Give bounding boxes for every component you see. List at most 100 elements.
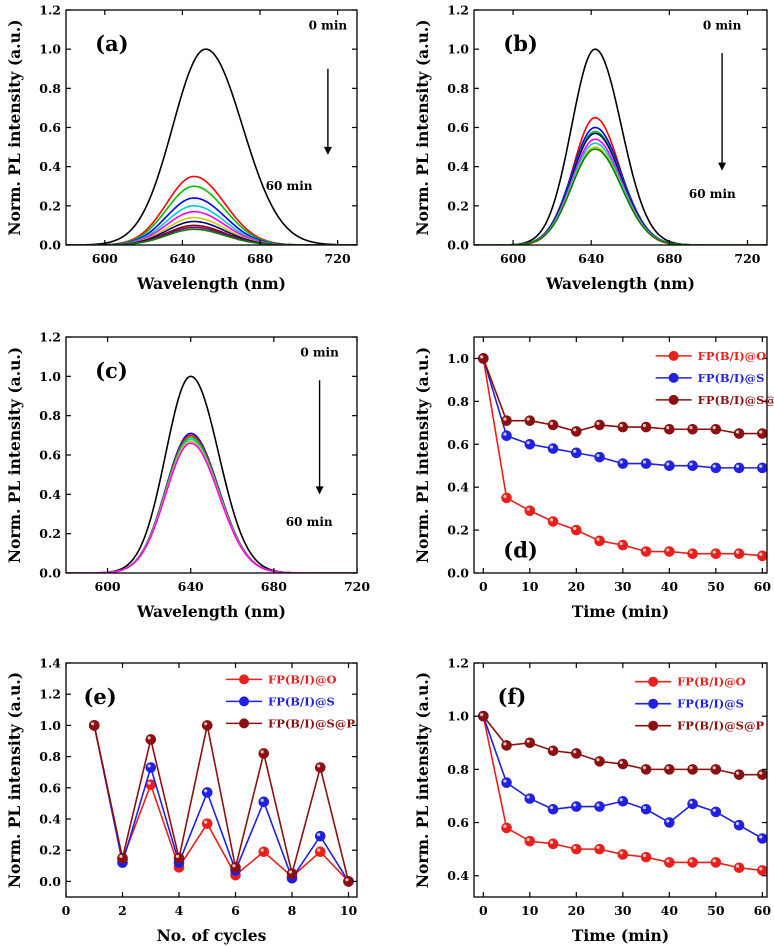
spectrum-line-2 [66, 185, 357, 245]
data-point-highlight [642, 766, 647, 770]
data-point-highlight [204, 789, 208, 793]
data-point-highlight [642, 548, 647, 552]
data-point-highlight [759, 867, 763, 871]
legend-marker [668, 372, 679, 383]
data-point-2-5 [594, 756, 605, 767]
data-point-highlight [232, 864, 236, 868]
x-axis-label: Wavelength (nm) [136, 602, 286, 621]
data-point-highlight [549, 518, 554, 522]
data-point-0-6 [617, 539, 629, 551]
x-axis-label: Wavelength (nm) [136, 274, 286, 293]
data-point-highlight [689, 800, 693, 804]
data-point-highlight [596, 421, 600, 425]
legend-marker [648, 720, 659, 731]
data-point-highlight [666, 766, 670, 770]
data-point-highlight [735, 550, 740, 554]
data-point-highlight [759, 464, 763, 468]
data-point-0-5 [594, 843, 605, 855]
data-point-2-1 [501, 740, 512, 751]
legend-marker [648, 676, 659, 687]
data-point-1-4 [201, 787, 213, 798]
data-point-0-11 [733, 548, 745, 559]
panel-label: (e) [83, 684, 116, 709]
x-tick-label: 10 [521, 903, 539, 918]
y-tick-label: 0.4 [447, 868, 469, 883]
data-point-2-2 [145, 734, 157, 745]
data-point-1-6 [258, 796, 270, 808]
data-point-highlight [317, 848, 321, 852]
data-point-highlight [503, 432, 507, 436]
x-tick-label: 2 [118, 903, 127, 918]
data-point-highlight [119, 854, 123, 859]
data-point-2-5 [230, 862, 241, 873]
data-point-1-10 [710, 806, 722, 818]
data-point-highlight [759, 552, 763, 556]
legend-label: FP(B/I)@S [677, 697, 744, 711]
data-point-2-8 [314, 762, 326, 773]
x-tick-label: 60 [754, 903, 772, 918]
x-tick-label: 20 [568, 579, 586, 594]
data-point-0-11 [733, 862, 745, 874]
data-point-highlight [712, 808, 716, 812]
y-tick-label: 0.4 [447, 480, 469, 495]
legend-label: FP(B/I)@S [268, 694, 335, 708]
data-point-highlight [526, 441, 530, 445]
data-point-highlight [573, 750, 577, 754]
chart-panel-b: 600 640 680 720 0.0 0.2 0.4 0.6 0.8 1.0 1.2 Wavelen… [413, 3, 768, 293]
data-point-2-12 [757, 769, 767, 780]
data-point-highlight [573, 803, 577, 807]
legend-marker [239, 674, 250, 685]
panel-label: (a) [95, 31, 128, 56]
data-point-0-4 [201, 818, 213, 829]
data-point-highlight [619, 798, 623, 802]
spectrum-line-0 [66, 48, 357, 245]
data-point-highlight [317, 764, 321, 768]
legend: FP(B/I)@O FP(B/I)@S FP(B/I)@S@P [226, 672, 355, 730]
series-line-0 [482, 716, 763, 872]
data-point-2-6 [258, 748, 270, 759]
annotation-start-time: 0 min [300, 346, 339, 360]
data-point-0-10 [710, 548, 722, 559]
data-point-0-3 [547, 838, 559, 850]
data-point-highlight [689, 859, 693, 863]
x-tick-label: 680 [261, 579, 287, 594]
data-point-highlight [642, 806, 647, 810]
data-point-1-1 [501, 430, 512, 441]
y-tick-label: 1.0 [39, 369, 61, 384]
data-point-highlight [619, 851, 623, 855]
y-tick-label: 0.2 [447, 198, 469, 213]
data-point-2-9 [687, 764, 698, 775]
y-tick-label: 0.0 [447, 238, 469, 253]
x-tick-label: 6 [231, 903, 240, 918]
plot-area [88, 720, 354, 887]
x-tick-label: 10 [340, 903, 358, 918]
data-point-2-7 [640, 764, 652, 775]
data-point-1-5 [594, 801, 605, 812]
data-point-1-2 [524, 793, 536, 804]
data-point-highlight [759, 835, 763, 839]
y-tick-label: 0.8 [447, 394, 469, 409]
legend-label: FP(B/I)@S@P [698, 393, 774, 407]
data-point-highlight [549, 445, 554, 449]
data-point-highlight [642, 423, 647, 428]
y-tick-label: 0.0 [39, 874, 61, 889]
y-tick-label: 0.8 [447, 81, 469, 96]
data-point-highlight [712, 859, 716, 863]
x-tick-label: 720 [325, 251, 351, 266]
legend-label: FP(B/I)@S@P [677, 719, 764, 733]
spectrum-line-3 [66, 436, 357, 573]
data-point-1-6 [617, 795, 629, 807]
x-axis-label: Time (min) [572, 602, 669, 621]
data-point-highlight [666, 462, 670, 466]
data-point-2-4 [201, 720, 213, 731]
data-point-1-5 [594, 451, 605, 463]
spectrum-line-5 [66, 440, 357, 573]
data-point-highlight [596, 453, 600, 458]
y-tick-label: 1.4 [39, 656, 61, 671]
data-point-2-2 [524, 737, 536, 749]
x-tick-label: 0 [479, 903, 488, 918]
spectrum-line-1 [66, 432, 357, 573]
y-tick-label: 0.8 [39, 408, 61, 423]
data-point-0-1 [501, 492, 512, 504]
data-point-highlight [503, 417, 507, 421]
